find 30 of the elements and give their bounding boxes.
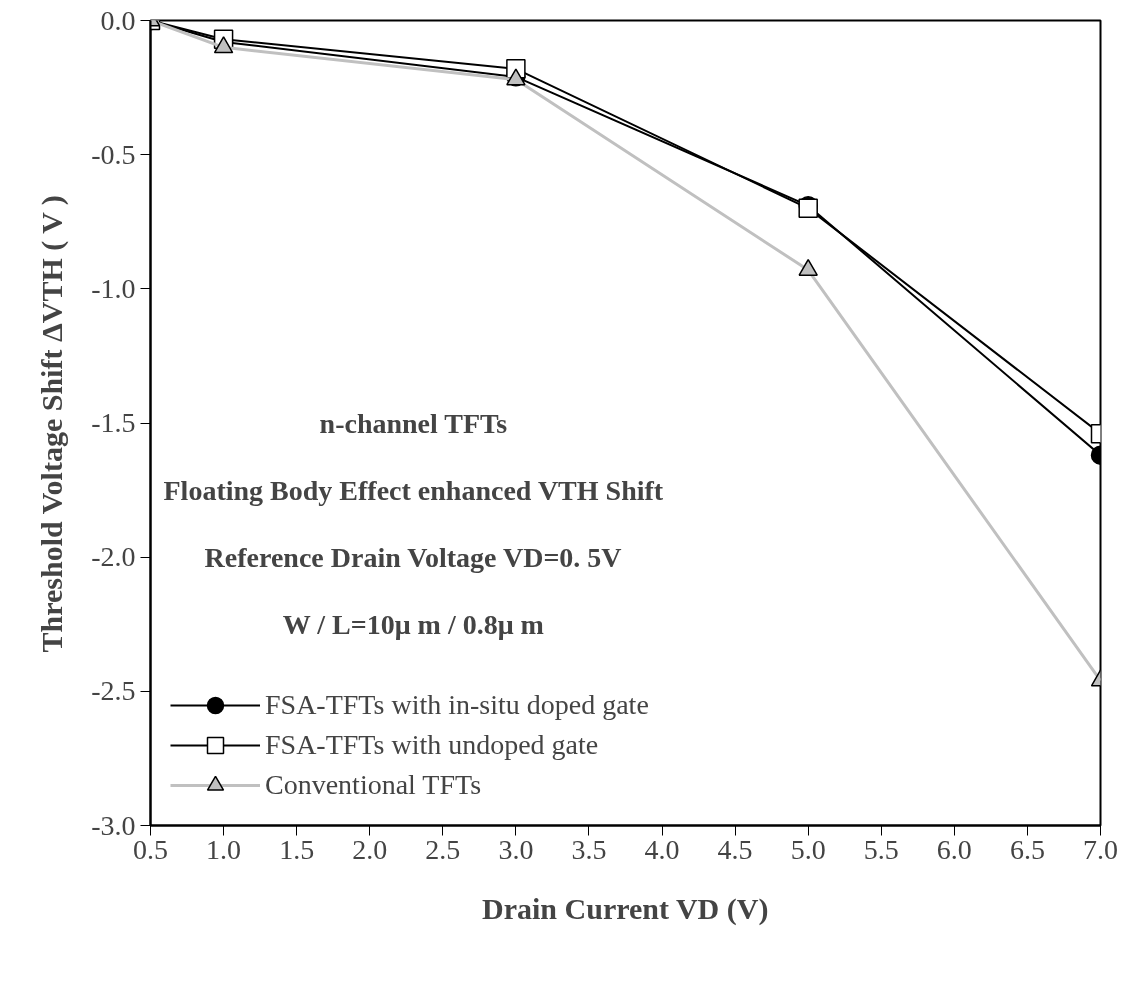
y-tick-label: -3.0 bbox=[91, 809, 136, 841]
x-axis-title: Drain Current VD (V) bbox=[482, 891, 769, 926]
x-tick-label: 1.5 bbox=[279, 833, 315, 865]
x-tick-label: 4.0 bbox=[644, 833, 680, 865]
x-tick-label: 6.5 bbox=[1009, 833, 1045, 865]
y-axis-title: Threshold Voltage Shift ΔVTH ( V ) bbox=[35, 195, 70, 653]
annotation: W / L=10μ m / 0.8μ m bbox=[282, 608, 544, 640]
y-tick-label: -2.0 bbox=[91, 541, 136, 573]
x-tick-label: 5.5 bbox=[863, 833, 899, 865]
annotation: Floating Body Effect enhanced VTH Shift bbox=[163, 474, 664, 506]
y-tick-label: 0.0 bbox=[100, 4, 136, 36]
x-tick-label: 2.0 bbox=[352, 833, 388, 865]
x-tick-label: 2.5 bbox=[425, 833, 461, 865]
legend-label: Conventional TFTs bbox=[265, 769, 482, 801]
x-tick-label: 3.5 bbox=[571, 833, 607, 865]
x-tick-label: 4.5 bbox=[717, 833, 753, 865]
y-tick-label: -1.5 bbox=[91, 407, 136, 438]
y-tick-label: -0.5 bbox=[91, 138, 136, 170]
y-tick-label: -1.0 bbox=[91, 272, 136, 304]
annotation: n-channel TFTs bbox=[319, 407, 508, 439]
x-tick-label: 6.0 bbox=[936, 833, 972, 865]
annotation: Reference Drain Voltage VD=0. 5V bbox=[204, 541, 622, 573]
x-tick-label: 5.0 bbox=[790, 833, 826, 865]
x-tick-label: 7.0 bbox=[1083, 833, 1118, 865]
y-tick-label: -2.5 bbox=[91, 675, 136, 707]
legend-label: FSA-TFTs with undoped gate bbox=[265, 729, 599, 761]
x-tick-label: 1.0 bbox=[206, 833, 242, 865]
legend-label: FSA-TFTs with in-situ doped gate bbox=[265, 689, 649, 721]
x-tick-label: 3.0 bbox=[498, 833, 534, 865]
x-tick-label: 0.5 bbox=[133, 833, 168, 865]
